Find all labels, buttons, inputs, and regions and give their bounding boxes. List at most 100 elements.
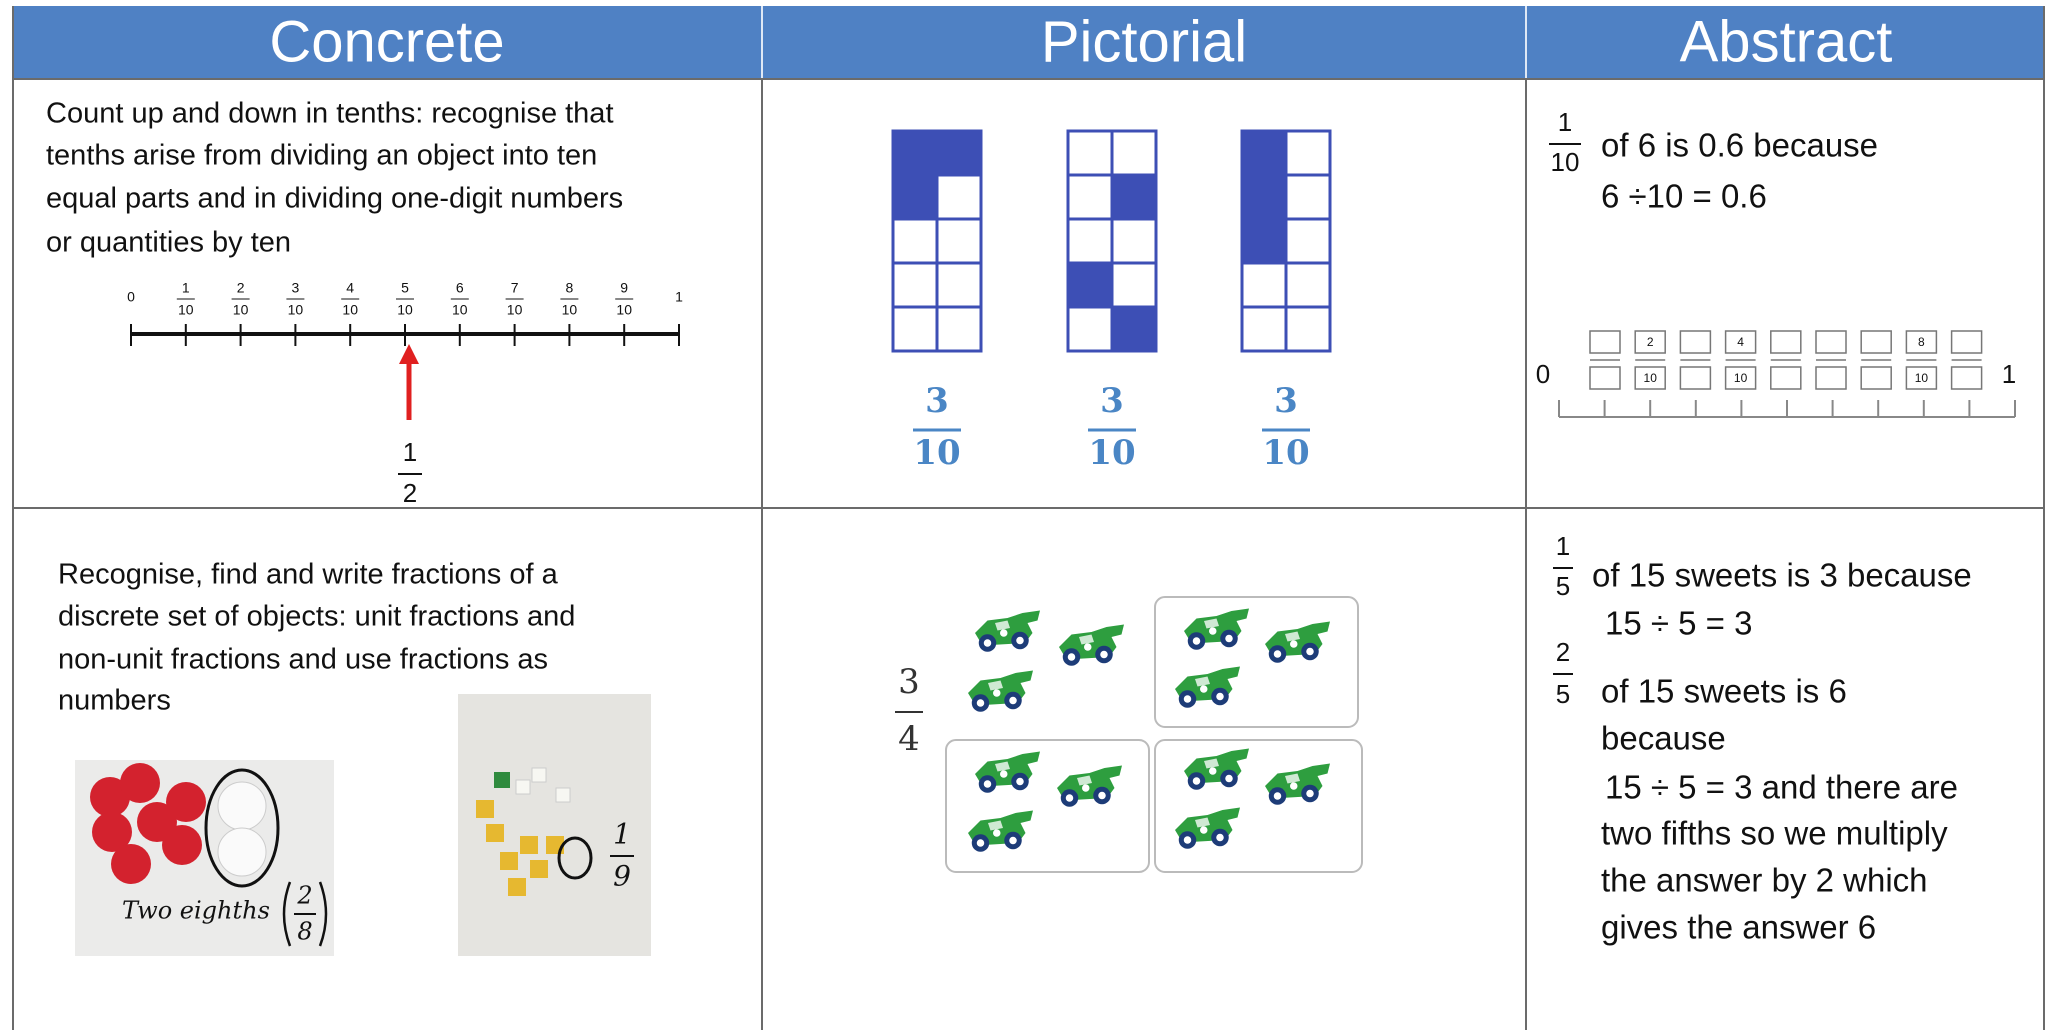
fraction-denominator: 10 (1262, 433, 1309, 473)
grid-cell (1240, 173, 1288, 221)
answer-box (1634, 366, 1666, 390)
fraction-denominator: 10 (507, 302, 523, 318)
answer-box (1589, 330, 1621, 354)
fraction-denominator: 10 (1551, 147, 1580, 177)
fraction-numerator: 1 (613, 818, 631, 851)
text-line: 6 ÷10 = 0.6 (1601, 178, 1767, 215)
header: Pictorial (1041, 9, 1247, 74)
answer-box (1905, 366, 1938, 390)
text-line: because (1601, 720, 1726, 757)
text-line: numbers (58, 685, 171, 717)
fraction-numerator: 6 (456, 280, 464, 296)
box-denominator: 10 (1644, 371, 1658, 385)
grid-cell (935, 217, 983, 265)
fraction-denominator: 10 (233, 302, 249, 318)
grid-cell (1240, 305, 1288, 353)
fraction-numerator: 8 (566, 280, 574, 296)
text-line: Recognise, find and write fractions of a (58, 559, 559, 591)
grid-cell (935, 261, 983, 309)
text-line: of 15 sweets is 6 (1601, 673, 1847, 710)
car-groups (945, 596, 1363, 873)
tenths-grids: 3 10 3 10 3 10 (891, 129, 1332, 473)
text-line: Count up and down in tenths: recognise t… (46, 98, 614, 130)
text-line: 15 ÷ 5 = 3 (1605, 605, 1752, 642)
answer-box (1679, 330, 1712, 354)
fraction-denominator: 2 (403, 478, 417, 508)
box-numerator: 4 (1737, 335, 1744, 349)
fraction-denominator: 10 (342, 302, 358, 318)
grid-cell (1066, 217, 1114, 265)
header: Concrete (269, 9, 504, 74)
text-line: equal parts and in dividing one-digit nu… (46, 183, 623, 215)
text-line: or quantities by ten (46, 227, 291, 259)
fraction-numerator: 4 (346, 280, 354, 296)
box-number-line: 2 10 4 10 8 10 (1558, 330, 2016, 418)
photo-cubes (458, 694, 651, 956)
grid-cell (1240, 261, 1288, 309)
fraction-denominator: 9 (613, 860, 631, 893)
number-line-start: 0 (127, 289, 135, 305)
fraction-denominator: 8 (297, 918, 312, 946)
fraction-denominator: 5 (1556, 679, 1570, 709)
grid-cell (1066, 173, 1114, 221)
fraction-denominator: 5 (1556, 571, 1570, 601)
header: Abstract (1680, 9, 1893, 74)
number-line-end: 1 (2002, 359, 2016, 389)
fraction-denominator: 10 (288, 302, 304, 318)
grid-cell (1284, 261, 1332, 309)
grid-cell (935, 129, 983, 177)
fraction-numerator: 1 (182, 280, 190, 296)
fraction-numerator: 3 (1100, 381, 1124, 421)
answer-box (1905, 330, 1938, 354)
text-line: gives the answer 6 (1601, 909, 1876, 946)
fraction-denominator: 10 (1088, 433, 1135, 473)
answer-box (1950, 366, 1983, 390)
text-line: tenths arise from dividing an object int… (46, 140, 597, 172)
answer-box (1860, 330, 1892, 354)
grid-cell (1110, 129, 1158, 177)
answer-box (1770, 330, 1802, 354)
table-borders (12, 6, 2045, 1030)
box-numerator: 8 (1918, 335, 1925, 349)
text-line: 15 ÷ 5 = 3 and there are (1605, 769, 1958, 806)
grid-cell (891, 173, 939, 221)
fraction-numerator: 3 (898, 662, 920, 702)
answer-box (1815, 330, 1847, 354)
fraction-numerator: 3 (292, 280, 300, 296)
grid-cell (935, 305, 983, 353)
grid-cell (1284, 129, 1332, 177)
grid-cell (1284, 217, 1332, 265)
grid-cell (891, 129, 939, 177)
fraction-denominator: 10 (397, 302, 413, 318)
fraction-numerator: 9 (620, 280, 628, 296)
grid-cell (1284, 305, 1332, 353)
fraction-denominator: 10 (616, 302, 632, 318)
answer-box (1589, 366, 1621, 390)
fraction-numerator: 2 (1556, 637, 1570, 667)
text-line: discrete set of objects: unit fractions … (58, 601, 575, 633)
grid-cell (891, 217, 939, 265)
fraction-denominator: 4 (898, 719, 920, 759)
fraction-denominator: 10 (562, 302, 578, 318)
fraction-denominator: 10 (178, 302, 194, 318)
grid-cell (891, 305, 939, 353)
fraction-numerator: 5 (401, 280, 409, 296)
box-numerator: 2 (1647, 335, 1654, 349)
grid-cell (935, 173, 983, 221)
answer-box (1950, 330, 1983, 354)
grid-cell (1066, 305, 1114, 353)
text-line: non-unit fractions and use fractions as (58, 644, 548, 676)
fraction-numerator: 3 (1274, 381, 1298, 421)
photo-counters (75, 760, 334, 956)
grid-cell (891, 261, 939, 309)
answer-box (1815, 366, 1847, 390)
number-line-end: 1 (675, 289, 683, 305)
grid-cell (1110, 261, 1158, 309)
fraction-numerator: 2 (296, 882, 312, 910)
answer-box (1724, 330, 1757, 354)
grid-cell (1240, 129, 1288, 177)
answer-box (1724, 366, 1757, 390)
text-line: of 6 is 0.6 because (1601, 127, 1878, 164)
